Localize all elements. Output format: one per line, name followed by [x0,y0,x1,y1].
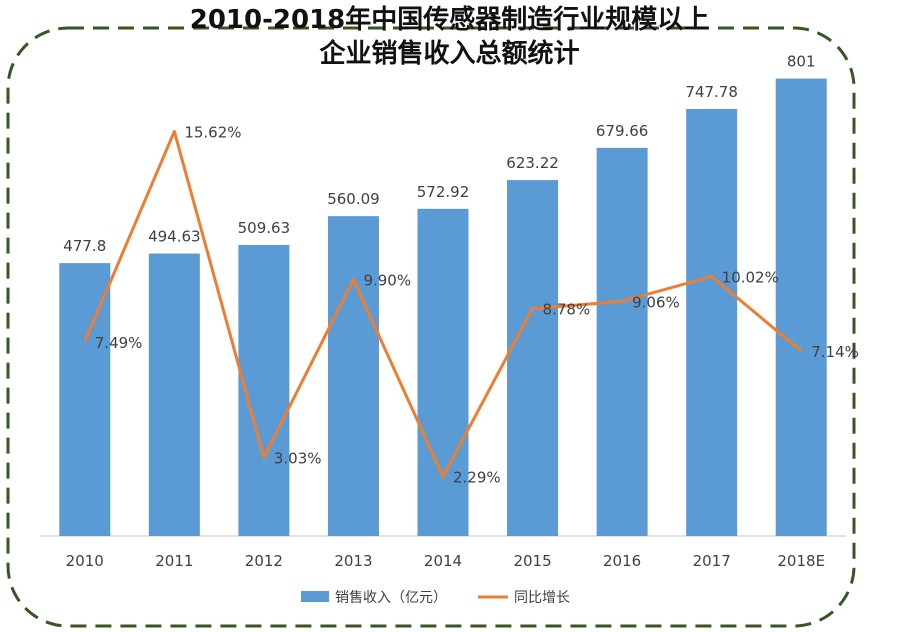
x-tick-label: 2014 [424,552,462,570]
x-tick-label: 2010 [66,552,104,570]
growth-line [83,129,803,479]
bar [417,208,469,536]
bar-value-label: 494.63 [148,228,201,246]
bar-value-label: 509.63 [238,219,291,237]
growth-value-label: 2.29% [453,469,501,487]
x-tick-label: 2013 [334,552,372,570]
bar [507,180,559,537]
x-tick-label: 2018E [777,552,825,570]
legend-label-line: 同比增长 [514,590,570,606]
growth-value-label: 9.06% [632,293,680,311]
growth-value-label: 3.03% [274,450,322,468]
growth-value-label: 10.02% [722,268,779,286]
growth-value-label: 15.62% [184,123,241,141]
bar-value-label: 747.78 [685,83,738,101]
x-tick-label: 2017 [693,552,731,570]
bar [327,216,379,537]
growth-value-label: 8.78% [543,301,591,319]
bar [59,263,111,536]
bar [148,253,200,537]
bar-value-label: 679.66 [596,122,649,140]
bar [686,108,738,536]
legend-swatch-bar [301,591,329,602]
x-tick-label: 2011 [155,552,193,570]
growth-value-label: 9.90% [363,272,411,290]
growth-value-label: 7.49% [95,334,143,352]
bar-value-label: 623.22 [506,154,559,172]
bar-value-label: 560.09 [327,190,380,208]
plot-area: 477.8 2010 494.63 2011 509.63 2012 560.09 2013 5… [40,53,859,606]
chart-title-line1: 2010-2018年中国传感器制造行业规模以上 [189,5,710,35]
x-tick-label: 2012 [245,552,283,570]
legend-label-bar: 销售收入（亿元） [335,590,447,606]
growth-value-label: 7.14% [811,343,859,361]
bar-value-label: 572.92 [417,183,470,201]
bar [775,78,827,536]
x-tick-label: 2016 [603,552,641,570]
bar [596,147,648,537]
dashed-border [6,26,856,628]
bar-value-label: 801 [787,53,816,71]
bar-value-label: 477.8 [63,237,106,255]
x-tick-label: 2015 [513,552,551,570]
chart-title-line2: 企业销售收入总额统计 [319,39,580,69]
